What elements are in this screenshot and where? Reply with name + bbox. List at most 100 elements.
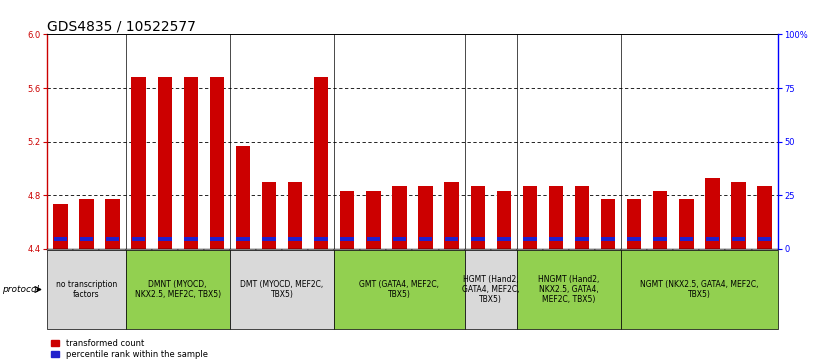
Bar [628, 237, 641, 241]
Bar [314, 77, 328, 249]
Bar [705, 178, 720, 249]
Bar [706, 237, 719, 241]
Bar [601, 199, 615, 249]
Bar [335, 250, 464, 329]
Bar [490, 249, 517, 250]
Bar [178, 249, 204, 250]
Bar [464, 249, 490, 250]
Bar [184, 237, 197, 241]
Bar [497, 191, 511, 249]
Bar [80, 237, 93, 241]
Bar [210, 77, 224, 249]
Bar [105, 199, 120, 249]
Bar [673, 249, 699, 250]
Bar [627, 199, 641, 249]
Text: GMT (GATA4, MEF2C,
TBX5): GMT (GATA4, MEF2C, TBX5) [359, 280, 440, 299]
Bar [47, 250, 126, 329]
Bar [654, 237, 667, 241]
Bar [314, 237, 328, 241]
Bar [621, 249, 647, 250]
Bar [308, 249, 335, 250]
Bar [543, 249, 569, 250]
Bar [184, 77, 198, 249]
Bar [335, 249, 361, 250]
Bar [497, 237, 511, 241]
Bar [387, 249, 412, 250]
Text: HGMT (Hand2,
GATA4, MEF2C,
TBX5): HGMT (Hand2, GATA4, MEF2C, TBX5) [462, 274, 520, 305]
Bar [517, 249, 543, 250]
Bar [262, 237, 276, 241]
Bar [157, 77, 172, 249]
Text: HNGMT (Hand2,
NKX2.5, GATA4,
MEF2C, TBX5): HNGMT (Hand2, NKX2.5, GATA4, MEF2C, TBX5… [539, 274, 600, 305]
Bar [132, 237, 145, 241]
Bar [757, 186, 772, 249]
Bar [523, 186, 537, 249]
Bar [419, 186, 432, 249]
Bar [549, 237, 563, 241]
Text: NGMT (NKX2.5, GATA4, MEF2C,
TBX5): NGMT (NKX2.5, GATA4, MEF2C, TBX5) [640, 280, 759, 299]
Bar [126, 250, 230, 329]
Text: DMT (MYOCD, MEF2C,
TBX5): DMT (MYOCD, MEF2C, TBX5) [241, 280, 324, 299]
Bar [699, 249, 725, 250]
Bar [204, 249, 230, 250]
Bar [680, 237, 693, 241]
Bar [445, 237, 459, 241]
Bar [752, 249, 778, 250]
Bar [236, 146, 251, 249]
Text: GDS4835 / 10522577: GDS4835 / 10522577 [47, 19, 196, 33]
Bar [758, 237, 771, 241]
Bar [131, 77, 146, 249]
Bar [679, 199, 694, 249]
Bar [73, 249, 100, 250]
Bar [575, 237, 589, 241]
Bar [288, 237, 302, 241]
Bar [549, 186, 563, 249]
Bar [288, 182, 302, 249]
Bar [100, 249, 126, 250]
Bar [647, 249, 673, 250]
Bar [210, 237, 224, 241]
Bar [157, 237, 171, 241]
Text: DMNT (MYOCD,
NKX2.5, MEF2C, TBX5): DMNT (MYOCD, NKX2.5, MEF2C, TBX5) [135, 280, 221, 299]
Bar [569, 249, 595, 250]
Legend: transformed count, percentile rank within the sample: transformed count, percentile rank withi… [51, 339, 207, 359]
Bar [53, 204, 68, 249]
Bar [282, 249, 308, 250]
Bar [471, 186, 485, 249]
Bar [126, 249, 152, 250]
Bar [517, 250, 621, 329]
Bar [54, 237, 67, 241]
Bar [412, 249, 438, 250]
Bar [340, 237, 354, 241]
Bar [361, 249, 387, 250]
Bar [464, 250, 517, 329]
Bar [366, 237, 380, 241]
Bar [471, 237, 485, 241]
Bar [732, 237, 745, 241]
Bar [262, 182, 276, 249]
Bar [392, 186, 406, 249]
Bar [725, 249, 752, 250]
Bar [236, 237, 250, 241]
Bar [79, 199, 94, 249]
Bar [653, 191, 667, 249]
Bar [230, 250, 335, 329]
Bar [419, 237, 432, 241]
Bar [621, 250, 778, 329]
Bar [392, 237, 406, 241]
Bar [731, 182, 746, 249]
Text: protocol: protocol [2, 285, 38, 294]
Bar [366, 191, 380, 249]
Bar [230, 249, 256, 250]
Bar [340, 191, 354, 249]
Bar [47, 249, 73, 250]
Bar [574, 186, 589, 249]
Bar [523, 237, 537, 241]
Bar [445, 182, 459, 249]
Bar [595, 249, 621, 250]
Bar [106, 237, 119, 241]
Bar [601, 237, 615, 241]
Bar [438, 249, 464, 250]
Bar [152, 249, 178, 250]
Bar [256, 249, 282, 250]
